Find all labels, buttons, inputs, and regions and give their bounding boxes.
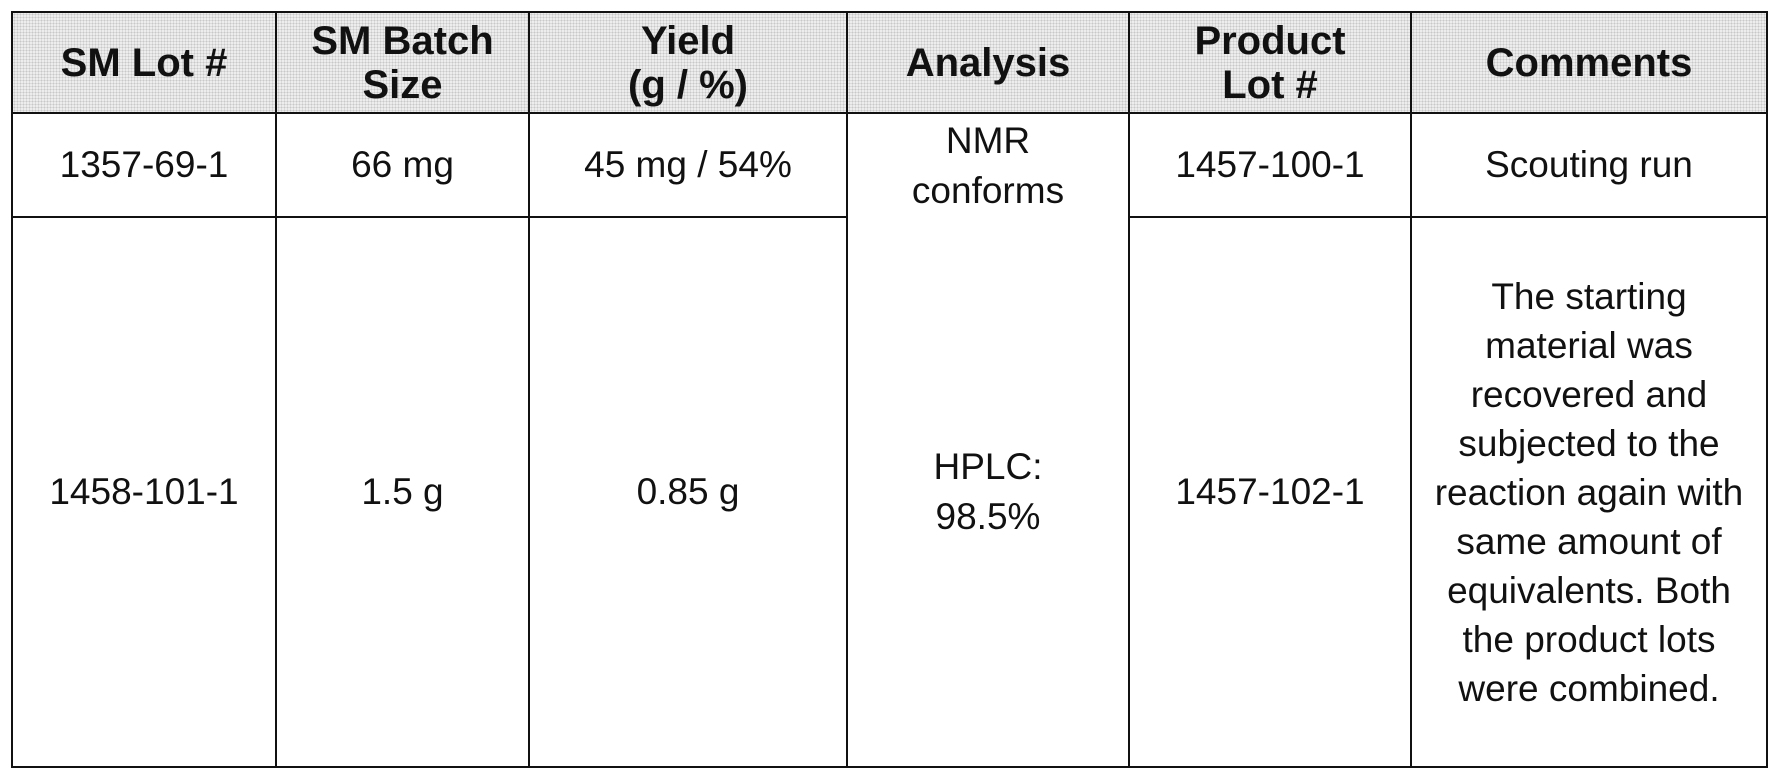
yield-value: 0.85 g [636, 471, 740, 512]
comments-value: Scouting run [1485, 144, 1693, 185]
data-table-container: SM Lot # SM Batch Size Yield (g / %) Ana… [11, 11, 1768, 768]
header-yield: Yield (g / %) [528, 11, 848, 114]
cell-sm-lot: 1458-101-1 [11, 217, 277, 768]
cell-batch-size: 66 mg [275, 112, 530, 218]
header-analysis: Analysis [846, 11, 1130, 114]
batch-size-value: 1.5 g [361, 471, 444, 512]
header-product-lot-line1: Product [1194, 18, 1346, 63]
header-yield-line1: Yield [640, 18, 736, 63]
cell-sm-lot: 1357-69-1 [11, 112, 277, 218]
cell-yield: 0.85 g [528, 217, 848, 768]
header-yield-line2: (g / %) [628, 62, 748, 107]
yield-value: 45 mg / 54% [584, 144, 792, 185]
cell-batch-size: 1.5 g [275, 217, 530, 768]
table-row: 1458-101-1 1.5 g 0.85 g HPLC: 98.5% 1457… [11, 216, 1768, 768]
lot-results-table: SM Lot # SM Batch Size Yield (g / %) Ana… [11, 11, 1768, 768]
analysis-line1: HPLC: [933, 446, 1043, 487]
table-header: SM Lot # SM Batch Size Yield (g / %) Ana… [11, 11, 1768, 114]
sm-lot-value: 1357-69-1 [59, 144, 229, 185]
header-product-lot-line2: Lot # [1222, 62, 1318, 107]
header-product-lot: Product Lot # [1128, 11, 1412, 114]
table-body: 1357-69-1 66 mg 45 mg / 54% NMR conforms… [11, 112, 1768, 768]
cell-comments: Scouting run [1410, 112, 1768, 218]
cell-analysis: NMR conforms [846, 112, 1130, 217]
analysis-line1: NMR [945, 120, 1031, 161]
analysis-line2: 98.5% [935, 496, 1041, 537]
cell-analysis: HPLC: 98.5% [846, 217, 1130, 768]
header-comments-label: Comments [1485, 40, 1693, 85]
batch-size-value: 66 mg [351, 144, 454, 185]
header-sm-lot-label: SM Lot # [60, 40, 228, 85]
header-sm-batch-size-line2: Size [362, 62, 443, 107]
cell-product-lot: 1457-100-1 [1128, 112, 1412, 218]
header-sm-batch-size: SM Batch Size [275, 11, 530, 114]
cell-comments: The starting material was recovered and … [1410, 216, 1768, 768]
header-analysis-label: Analysis [905, 40, 1071, 85]
header-sm-lot: SM Lot # [11, 11, 277, 114]
comments-value: The starting material was recovered and … [1434, 275, 1744, 709]
table-row: 1357-69-1 66 mg 45 mg / 54% NMR conforms… [11, 112, 1768, 218]
analysis-line2: conforms [911, 170, 1065, 211]
product-lot-value: 1457-102-1 [1175, 471, 1365, 512]
header-sm-batch-size-line1: SM Batch [311, 18, 494, 63]
header-row: SM Lot # SM Batch Size Yield (g / %) Ana… [11, 11, 1768, 114]
cell-yield: 45 mg / 54% [528, 112, 848, 218]
product-lot-value: 1457-100-1 [1175, 144, 1365, 185]
cell-product-lot: 1457-102-1 [1128, 216, 1412, 768]
header-comments: Comments [1410, 11, 1768, 114]
sm-lot-value: 1458-101-1 [49, 471, 239, 512]
